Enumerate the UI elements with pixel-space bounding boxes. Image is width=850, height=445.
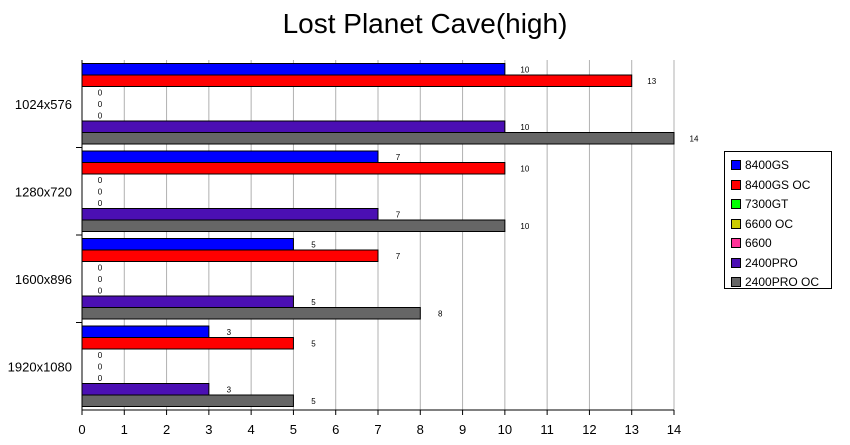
x-tick-label: 7 [374, 422, 381, 437]
data-label: 0 [98, 111, 103, 120]
x-tick-label: 1 [121, 422, 128, 437]
data-label: 0 [98, 286, 103, 295]
x-tick-label: 5 [290, 422, 297, 437]
bar [81, 238, 294, 251]
data-label: 5 [311, 240, 316, 249]
bar [81, 74, 633, 87]
x-tick-label: 2 [163, 422, 170, 437]
x-tick-label: 0 [78, 422, 85, 437]
legend-item: 2400PRO [731, 255, 798, 271]
data-label: 7 [396, 153, 401, 162]
x-tick-label: 4 [248, 422, 255, 437]
bar [81, 219, 506, 232]
bar [81, 337, 294, 350]
data-label: 0 [98, 176, 103, 185]
bar [81, 383, 210, 396]
legend-label: 8400GS OC [745, 177, 811, 192]
data-label: 14 [690, 134, 699, 143]
legend-swatch [731, 257, 741, 268]
legend-label: 8400GS [745, 158, 790, 172]
bar [81, 307, 421, 320]
legend-swatch [731, 199, 741, 209]
bar [81, 132, 675, 145]
data-label: 7 [396, 252, 401, 261]
data-label: 0 [98, 88, 103, 97]
legend-label: 6600 OC [745, 216, 794, 231]
bar [81, 208, 379, 221]
legend-label: 2400PRO OC [745, 275, 820, 289]
data-label: 13 [647, 77, 656, 86]
legend-item: 2400PRO OC [731, 274, 819, 290]
data-label: 5 [311, 298, 316, 307]
legend-label: 2400PRO [745, 255, 798, 270]
data-label: 5 [311, 339, 316, 348]
x-tick-label: 3 [205, 422, 212, 437]
data-label: 0 [98, 100, 103, 109]
bar [81, 63, 506, 76]
bar [81, 150, 379, 163]
data-label: 0 [98, 362, 103, 371]
legend-label: 7300GT [745, 197, 789, 211]
data-label: 10 [520, 164, 529, 173]
bar [81, 325, 210, 338]
legend-swatch [731, 160, 741, 170]
data-label: 0 [98, 351, 103, 360]
x-tick-label: 6 [332, 422, 339, 437]
category-label: 1600x896 [15, 272, 72, 287]
data-label: 0 [98, 263, 103, 272]
data-label: 0 [98, 199, 103, 208]
category-label: 1024x576 [15, 97, 72, 112]
x-tick-label: 11 [540, 422, 554, 437]
legend-item: 6600 OC [731, 216, 793, 232]
legend-item: 6600 [731, 235, 772, 251]
x-tick-label: 13 [624, 422, 638, 437]
category-label: 1920x1080 [8, 359, 72, 374]
legend-item: 8400GS [731, 157, 789, 173]
legend-swatch [731, 218, 741, 229]
data-label: 10 [520, 222, 529, 231]
data-label: 10 [520, 65, 529, 74]
legend-swatch [731, 179, 741, 190]
bar [81, 249, 379, 262]
data-label: 3 [227, 385, 232, 394]
x-tick-label: 10 [498, 422, 512, 437]
bar [81, 120, 506, 133]
data-label: 0 [98, 275, 103, 284]
x-tick-label: 9 [459, 422, 466, 437]
data-label: 3 [227, 328, 232, 337]
legend: 8400GS 8400GS OC 7300GT 6600 OC 6600 2400PRO 2… [724, 151, 832, 289]
data-label: 8 [438, 309, 443, 318]
x-tick-label: 8 [417, 422, 424, 437]
data-label: 0 [98, 374, 103, 383]
legend-swatch [731, 238, 741, 248]
chart-title: Lost Planet Cave(high) [282, 8, 568, 39]
x-tick-label: 12 [582, 422, 596, 437]
bar [81, 162, 506, 175]
bar [81, 295, 294, 308]
category-label: 1280x720 [15, 184, 72, 199]
x-tick-label: 14 [667, 422, 681, 437]
legend-item: 8400GS OC [731, 177, 810, 193]
bar [81, 394, 294, 407]
legend-label: 6600 [745, 236, 772, 250]
data-label: 5 [311, 397, 316, 406]
data-label: 7 [396, 210, 401, 219]
data-label: 10 [520, 123, 529, 132]
legend-swatch [731, 277, 741, 287]
legend-item: 7300GT [731, 196, 788, 212]
data-label: 0 [98, 187, 103, 196]
